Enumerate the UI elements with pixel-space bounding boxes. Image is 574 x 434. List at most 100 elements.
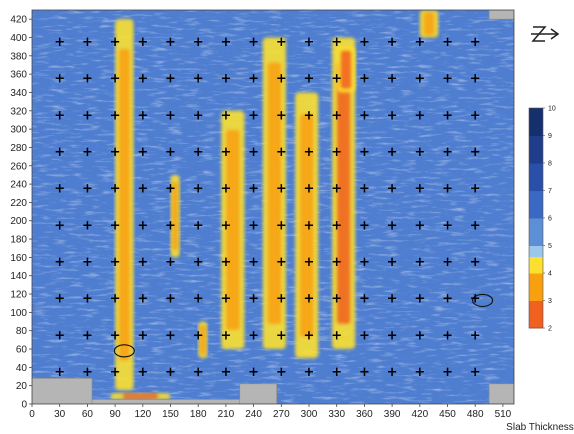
y-tick-label: 220 <box>10 198 27 209</box>
grid-marker: + <box>110 365 121 380</box>
y-tick-label: 380 <box>10 51 27 62</box>
thin-zone <box>110 393 171 400</box>
grid-marker: + <box>359 35 370 50</box>
colorbar-tick-label: 6 <box>548 216 552 223</box>
grid-marker: + <box>165 108 176 123</box>
missing-data-region <box>488 383 514 404</box>
y-tick-label: 260 <box>10 161 27 172</box>
colorbar-swatch <box>529 295 543 301</box>
grid-marker: + <box>414 365 425 380</box>
grid-marker: + <box>193 328 204 343</box>
grid-marker: + <box>165 328 176 343</box>
grid-marker: + <box>82 328 93 343</box>
grid-marker: + <box>110 35 121 50</box>
grid-marker: + <box>193 292 204 307</box>
x-tick-label: 210 <box>218 409 235 420</box>
grid-marker: + <box>470 182 481 197</box>
colorbar-swatch <box>529 196 543 202</box>
grid-marker: + <box>54 72 65 87</box>
ellipse-marker <box>113 344 135 358</box>
grid-marker: + <box>304 72 315 87</box>
grid-marker: + <box>137 365 148 380</box>
grid-marker: + <box>137 328 148 343</box>
grid-marker: + <box>193 255 204 270</box>
y-tick-label: 20 <box>16 381 28 392</box>
grid-marker: + <box>331 292 342 307</box>
grid-marker: + <box>220 292 231 307</box>
colorbar-swatch <box>529 179 543 186</box>
colorbar-swatch <box>529 300 543 307</box>
grid-marker: + <box>165 365 176 380</box>
grid-marker: + <box>442 365 453 380</box>
grid-marker: + <box>470 365 481 380</box>
colorbar-swatch <box>529 130 543 136</box>
x-tick-label: 90 <box>110 409 122 420</box>
thin-zone <box>336 46 356 93</box>
x-tick-label: 300 <box>301 409 318 420</box>
grid-marker: + <box>220 72 231 87</box>
grid-marker: + <box>359 108 370 123</box>
x-tick-label: 150 <box>162 409 179 420</box>
grid-marker: + <box>442 292 453 307</box>
grid-marker: + <box>442 218 453 233</box>
grid-marker: + <box>220 328 231 343</box>
grid-marker: + <box>414 182 425 197</box>
colorbar-swatch <box>529 229 543 235</box>
grid-marker: + <box>387 108 398 123</box>
grid-marker: + <box>220 182 231 197</box>
colorbar-tick-label: 8 <box>548 161 552 168</box>
grid-marker: + <box>220 35 231 50</box>
colorbar-tick-label: 9 <box>548 133 552 140</box>
grid-marker: + <box>331 365 342 380</box>
grid-marker: + <box>165 145 176 160</box>
grid-marker: + <box>54 255 65 270</box>
grid-marker: + <box>442 145 453 160</box>
grid-marker: + <box>276 218 287 233</box>
grid-marker: + <box>110 218 121 233</box>
grid-marker: + <box>110 255 121 270</box>
y-tick-label: 140 <box>10 271 27 282</box>
grid-marker: + <box>304 218 315 233</box>
grid-marker: + <box>331 35 342 50</box>
x-tick-label: 450 <box>439 409 456 420</box>
colorbar-swatch <box>529 108 543 114</box>
grid-marker: + <box>359 328 370 343</box>
grid-marker: + <box>470 218 481 233</box>
x-tick-label: 270 <box>273 409 290 420</box>
grid-marker: + <box>470 292 481 307</box>
y-tick-label: 180 <box>10 235 27 246</box>
grid-marker: + <box>359 145 370 160</box>
x-tick-label: 180 <box>190 409 207 420</box>
grid-marker: + <box>276 35 287 50</box>
grid-marker: + <box>442 328 453 343</box>
colorbar-tick-label: 5 <box>548 243 552 250</box>
grid-marker: + <box>248 182 259 197</box>
grid-marker: + <box>248 35 259 50</box>
grid-marker: + <box>387 218 398 233</box>
y-tick-label: 80 <box>16 326 28 337</box>
x-tick-label: 420 <box>411 409 428 420</box>
grid-marker: + <box>331 255 342 270</box>
y-tick-label: 120 <box>10 290 27 301</box>
thin-zone <box>262 37 286 350</box>
grid-marker: + <box>82 292 93 307</box>
grid-marker: + <box>276 255 287 270</box>
grid-marker: + <box>387 328 398 343</box>
grid-marker: + <box>331 328 342 343</box>
grid-marker: + <box>137 218 148 233</box>
colorbar-swatch <box>529 284 543 290</box>
missing-data-region <box>239 383 277 404</box>
grid-marker: + <box>387 182 398 197</box>
grid-marker: + <box>470 72 481 87</box>
grid-marker: + <box>276 182 287 197</box>
colorbar-tick-label: 10 <box>548 106 556 113</box>
y-tick-label: 400 <box>10 33 27 44</box>
grid-marker: + <box>276 145 287 160</box>
colorbar-tick-label: 2 <box>548 326 552 333</box>
grid-marker: + <box>359 255 370 270</box>
grid-marker: + <box>54 35 65 50</box>
grid-marker: + <box>414 218 425 233</box>
colorbar-swatch <box>529 174 543 180</box>
grid-marker: + <box>54 182 65 197</box>
grid-marker: + <box>359 218 370 233</box>
